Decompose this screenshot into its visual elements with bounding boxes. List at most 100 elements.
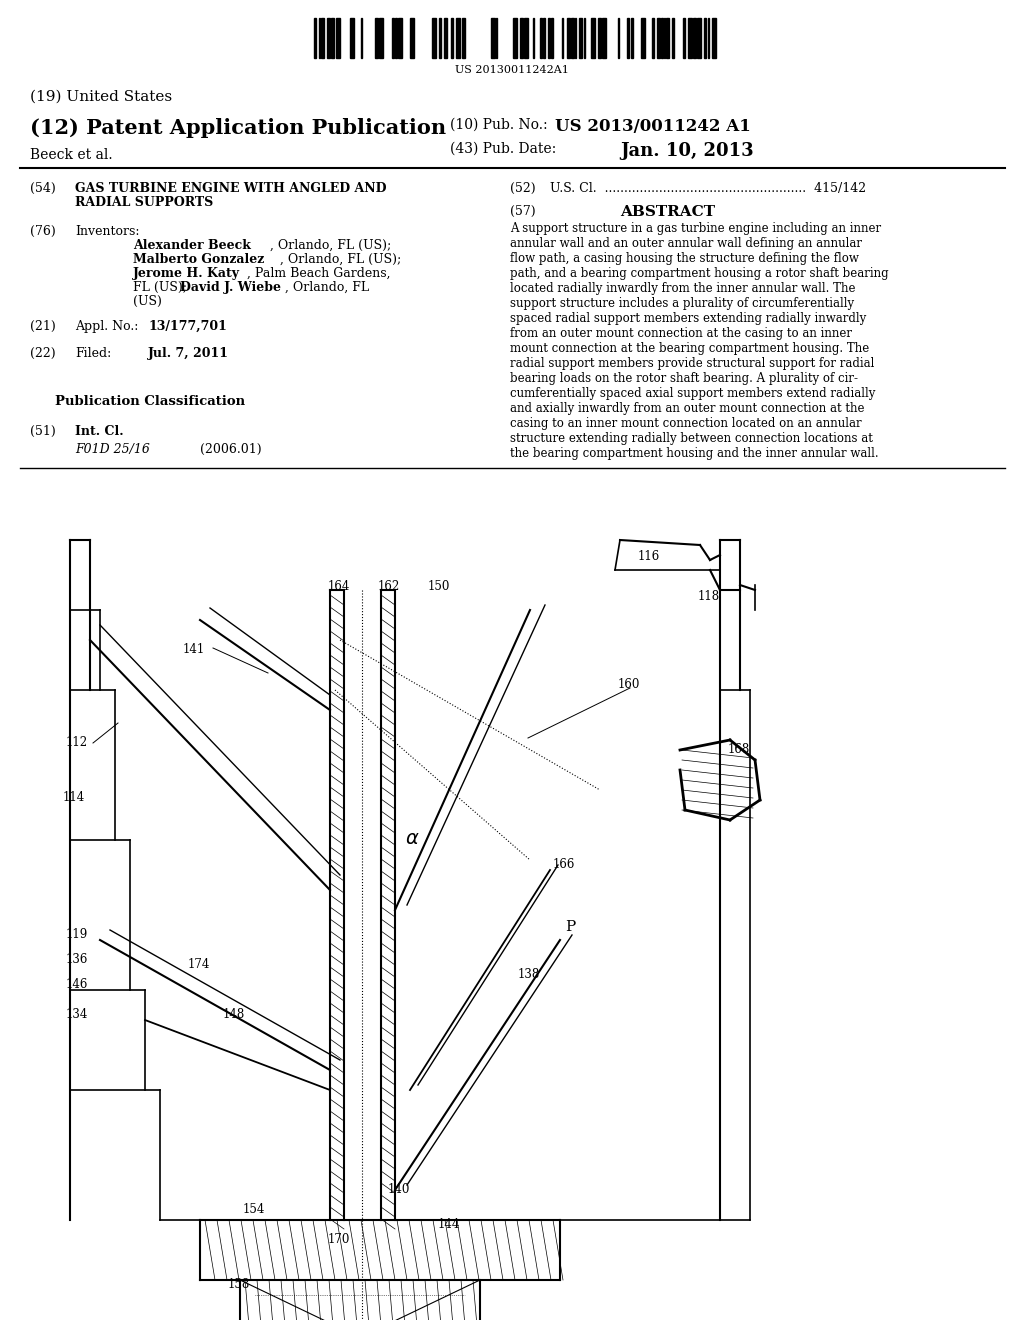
Bar xyxy=(439,18,441,58)
Bar xyxy=(652,18,654,58)
Text: 150: 150 xyxy=(428,579,451,593)
Bar xyxy=(657,18,660,58)
Bar xyxy=(410,18,414,58)
Text: 138: 138 xyxy=(518,968,541,981)
Text: (52): (52) xyxy=(510,182,536,195)
Bar xyxy=(451,18,453,58)
Bar xyxy=(688,18,692,58)
Bar xyxy=(432,18,436,58)
Text: Publication Classification: Publication Classification xyxy=(55,395,245,408)
Bar xyxy=(444,18,447,58)
Text: 164: 164 xyxy=(328,579,350,593)
Text: A support structure in a gas turbine engine including an inner
annular wall and : A support structure in a gas turbine eng… xyxy=(510,222,889,459)
Bar xyxy=(571,18,574,58)
Text: Beeck et al.: Beeck et al. xyxy=(30,148,113,162)
Text: 118: 118 xyxy=(698,590,720,603)
Text: Appl. No.:: Appl. No.: xyxy=(75,319,138,333)
Bar xyxy=(456,18,460,58)
Text: 154: 154 xyxy=(243,1203,265,1216)
Bar xyxy=(602,18,606,58)
Text: (12) Patent Application Publication: (12) Patent Application Publication xyxy=(30,117,446,139)
Text: Int. Cl.: Int. Cl. xyxy=(75,425,124,438)
Text: F01D 25/16: F01D 25/16 xyxy=(75,444,150,455)
Text: GAS TURBINE ENGINE WITH ANGLED AND: GAS TURBINE ENGINE WITH ANGLED AND xyxy=(75,182,386,195)
Bar xyxy=(490,18,495,58)
Text: (76): (76) xyxy=(30,224,55,238)
Text: ABSTRACT: ABSTRACT xyxy=(621,205,716,219)
Text: 166: 166 xyxy=(553,858,575,871)
Text: 140: 140 xyxy=(388,1183,411,1196)
Bar xyxy=(540,18,542,58)
Text: US 2013/0011242 A1: US 2013/0011242 A1 xyxy=(555,117,751,135)
Bar xyxy=(712,18,716,58)
Text: (21): (21) xyxy=(30,319,55,333)
Bar xyxy=(598,18,601,58)
Bar xyxy=(314,18,316,58)
Bar xyxy=(697,18,701,58)
Bar xyxy=(524,18,528,58)
Text: (54): (54) xyxy=(30,182,55,195)
Text: Jul. 7, 2011: Jul. 7, 2011 xyxy=(148,347,229,360)
Text: (22): (22) xyxy=(30,347,55,360)
Bar xyxy=(375,18,378,58)
Text: , Palm Beach Gardens,: , Palm Beach Gardens, xyxy=(247,267,390,280)
Bar xyxy=(379,18,383,58)
Text: David J. Wiebe: David J. Wiebe xyxy=(180,281,281,294)
Text: 134: 134 xyxy=(66,1008,88,1020)
Bar xyxy=(672,18,674,58)
Text: 112: 112 xyxy=(66,737,88,748)
Text: 148: 148 xyxy=(223,1008,246,1020)
Bar xyxy=(398,18,402,58)
Bar xyxy=(579,18,582,58)
Text: Alexander Beeck: Alexander Beeck xyxy=(133,239,251,252)
Text: (57): (57) xyxy=(510,205,536,218)
Text: (43) Pub. Date:: (43) Pub. Date: xyxy=(450,143,556,156)
Text: 114: 114 xyxy=(63,791,85,804)
Bar xyxy=(627,18,629,58)
Text: 13/177,701: 13/177,701 xyxy=(148,319,227,333)
Text: 144: 144 xyxy=(438,1218,461,1232)
Bar xyxy=(513,18,517,58)
Bar xyxy=(395,18,397,58)
Bar xyxy=(331,18,334,58)
Text: Inventors:: Inventors: xyxy=(75,224,139,238)
Text: Filed:: Filed: xyxy=(75,347,112,360)
Text: 116: 116 xyxy=(638,550,660,564)
Text: , Orlando, FL: , Orlando, FL xyxy=(285,281,369,294)
Bar xyxy=(321,18,324,58)
Text: 158: 158 xyxy=(228,1278,250,1291)
Text: FL (US);: FL (US); xyxy=(133,281,191,294)
Bar xyxy=(543,18,545,58)
Bar xyxy=(336,18,340,58)
Text: 160: 160 xyxy=(618,678,640,690)
Bar xyxy=(548,18,550,58)
Bar xyxy=(693,18,696,58)
Bar xyxy=(631,18,633,58)
Text: 146: 146 xyxy=(66,978,88,991)
Text: P: P xyxy=(565,920,575,935)
Bar xyxy=(350,18,354,58)
Text: US 20130011242A1: US 20130011242A1 xyxy=(455,65,569,75)
Text: (10) Pub. No.:: (10) Pub. No.: xyxy=(450,117,548,132)
Text: (19) United States: (19) United States xyxy=(30,90,172,104)
Text: 119: 119 xyxy=(66,928,88,941)
Bar xyxy=(662,18,663,58)
Bar xyxy=(666,18,669,58)
Bar xyxy=(327,18,330,58)
Text: Jerome H. Katy: Jerome H. Katy xyxy=(133,267,240,280)
Bar xyxy=(641,18,645,58)
Text: (US): (US) xyxy=(133,294,162,308)
Bar xyxy=(551,18,553,58)
Text: Malberto Gonzalez: Malberto Gonzalez xyxy=(133,253,264,267)
Text: 174: 174 xyxy=(188,958,210,972)
Text: U.S. Cl.  ....................................................  415/142: U.S. Cl. ...............................… xyxy=(550,182,866,195)
Text: $\alpha$: $\alpha$ xyxy=(406,830,420,847)
Text: 162: 162 xyxy=(378,579,400,593)
Bar xyxy=(683,18,685,58)
Text: RADIAL SUPPORTS: RADIAL SUPPORTS xyxy=(75,195,213,209)
Text: 141: 141 xyxy=(183,643,205,656)
Text: (2006.01): (2006.01) xyxy=(200,444,261,455)
Text: 168: 168 xyxy=(728,743,751,756)
Text: 136: 136 xyxy=(66,953,88,966)
Bar xyxy=(462,18,465,58)
